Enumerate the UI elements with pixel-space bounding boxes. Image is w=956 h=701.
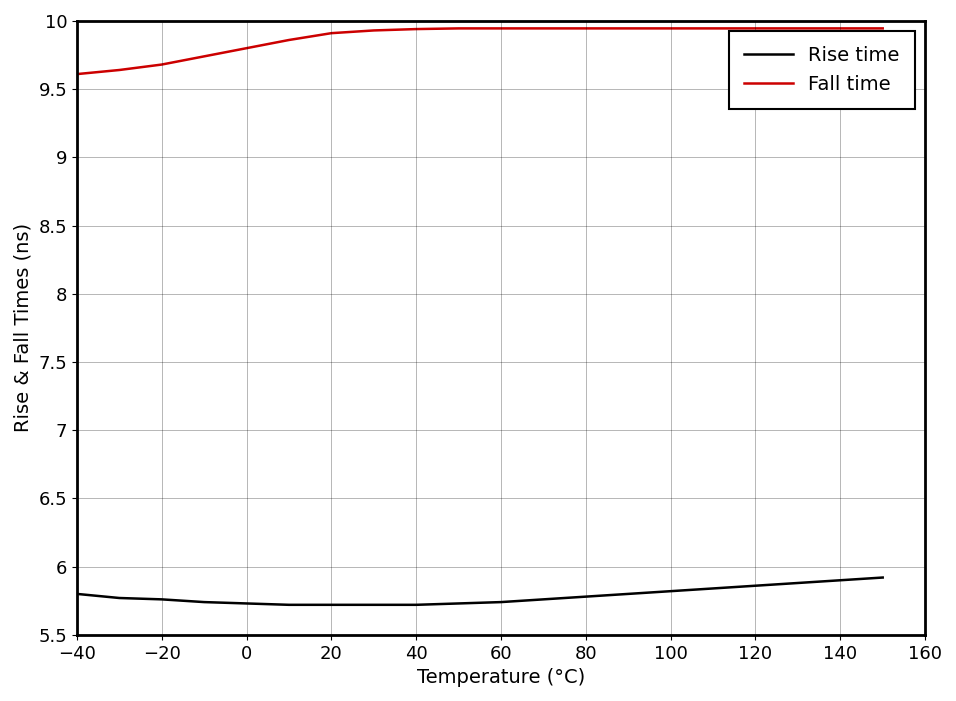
Y-axis label: Rise & Fall Times (ns): Rise & Fall Times (ns) [14,224,33,433]
Rise time [835,576,846,585]
Rise time [326,601,337,609]
Fall time [114,66,125,74]
Rise time [707,584,719,592]
Legend: Rise time, Fall time: Rise time, Fall time [728,31,916,109]
Rise time [877,573,888,582]
Fall time [71,70,82,79]
Rise time [750,582,761,590]
Fall time [410,25,422,33]
Fall time [750,25,761,33]
Line: Fall time: Fall time [76,29,882,74]
Rise time [495,598,507,606]
Fall time [665,25,677,33]
Fall time [793,25,804,33]
Fall time [453,25,465,33]
Fall time [283,36,294,44]
Rise time [622,590,634,598]
Rise time [368,601,380,609]
Fall time [495,25,507,33]
Fall time [707,25,719,33]
Rise time [537,595,549,604]
Fall time [199,52,210,60]
Rise time [199,598,210,606]
Rise time [241,599,252,608]
Fall time [368,26,380,34]
Fall time [622,25,634,33]
Fall time [835,25,846,33]
Rise time [71,590,82,598]
Rise time [114,594,125,602]
Rise time [156,595,167,604]
Fall time [580,25,592,33]
Fall time [537,25,549,33]
Rise time [410,601,422,609]
Rise time [580,592,592,601]
Rise time [283,601,294,609]
Fall time [326,29,337,37]
Rise time [665,587,677,595]
Fall time [877,25,888,33]
Fall time [241,44,252,53]
Rise time [453,599,465,608]
Line: Rise time: Rise time [76,578,882,605]
Fall time [156,60,167,69]
Rise time [793,579,804,587]
X-axis label: Temperature (°C): Temperature (°C) [417,668,585,687]
